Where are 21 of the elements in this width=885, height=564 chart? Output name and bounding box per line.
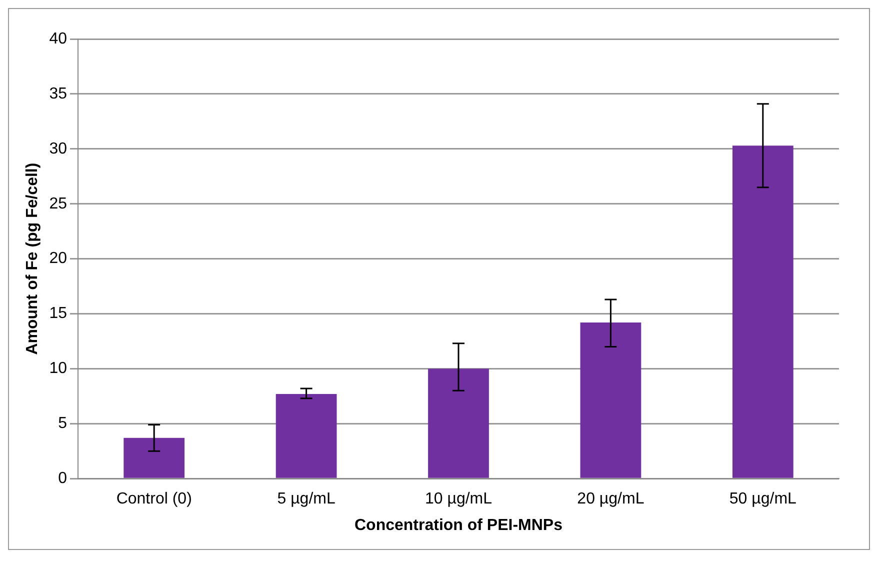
x-tick-label: 10 µg/mL — [424, 490, 492, 508]
y-tick-label: 0 — [58, 470, 68, 488]
bar — [276, 394, 337, 478]
y-tick-label: 5 — [58, 415, 68, 432]
bar — [580, 322, 642, 478]
x-tick-label: 5 µg/mL — [277, 490, 336, 508]
y-tick-label: 40 — [49, 30, 68, 48]
y-tick-label: 30 — [49, 140, 68, 158]
bar — [428, 368, 489, 478]
x-tick-label: 50 µg/mL — [729, 490, 797, 508]
bar — [124, 438, 185, 478]
x-tick-label: 20 µg/mL — [577, 490, 644, 508]
y-axis-title: Amount of Fe (pg Fe/cell) — [24, 162, 42, 355]
y-tick-label: 20 — [49, 250, 68, 268]
y-tick-label: 10 — [49, 360, 68, 378]
y-tick-label: 35 — [49, 85, 68, 102]
y-tick-label: 15 — [49, 305, 68, 322]
x-axis-title: Concentration of PEI-MNPs — [354, 516, 563, 534]
y-tick-label: 25 — [49, 195, 68, 212]
x-tick-label: Control (0) — [116, 490, 192, 508]
bar — [732, 146, 794, 478]
